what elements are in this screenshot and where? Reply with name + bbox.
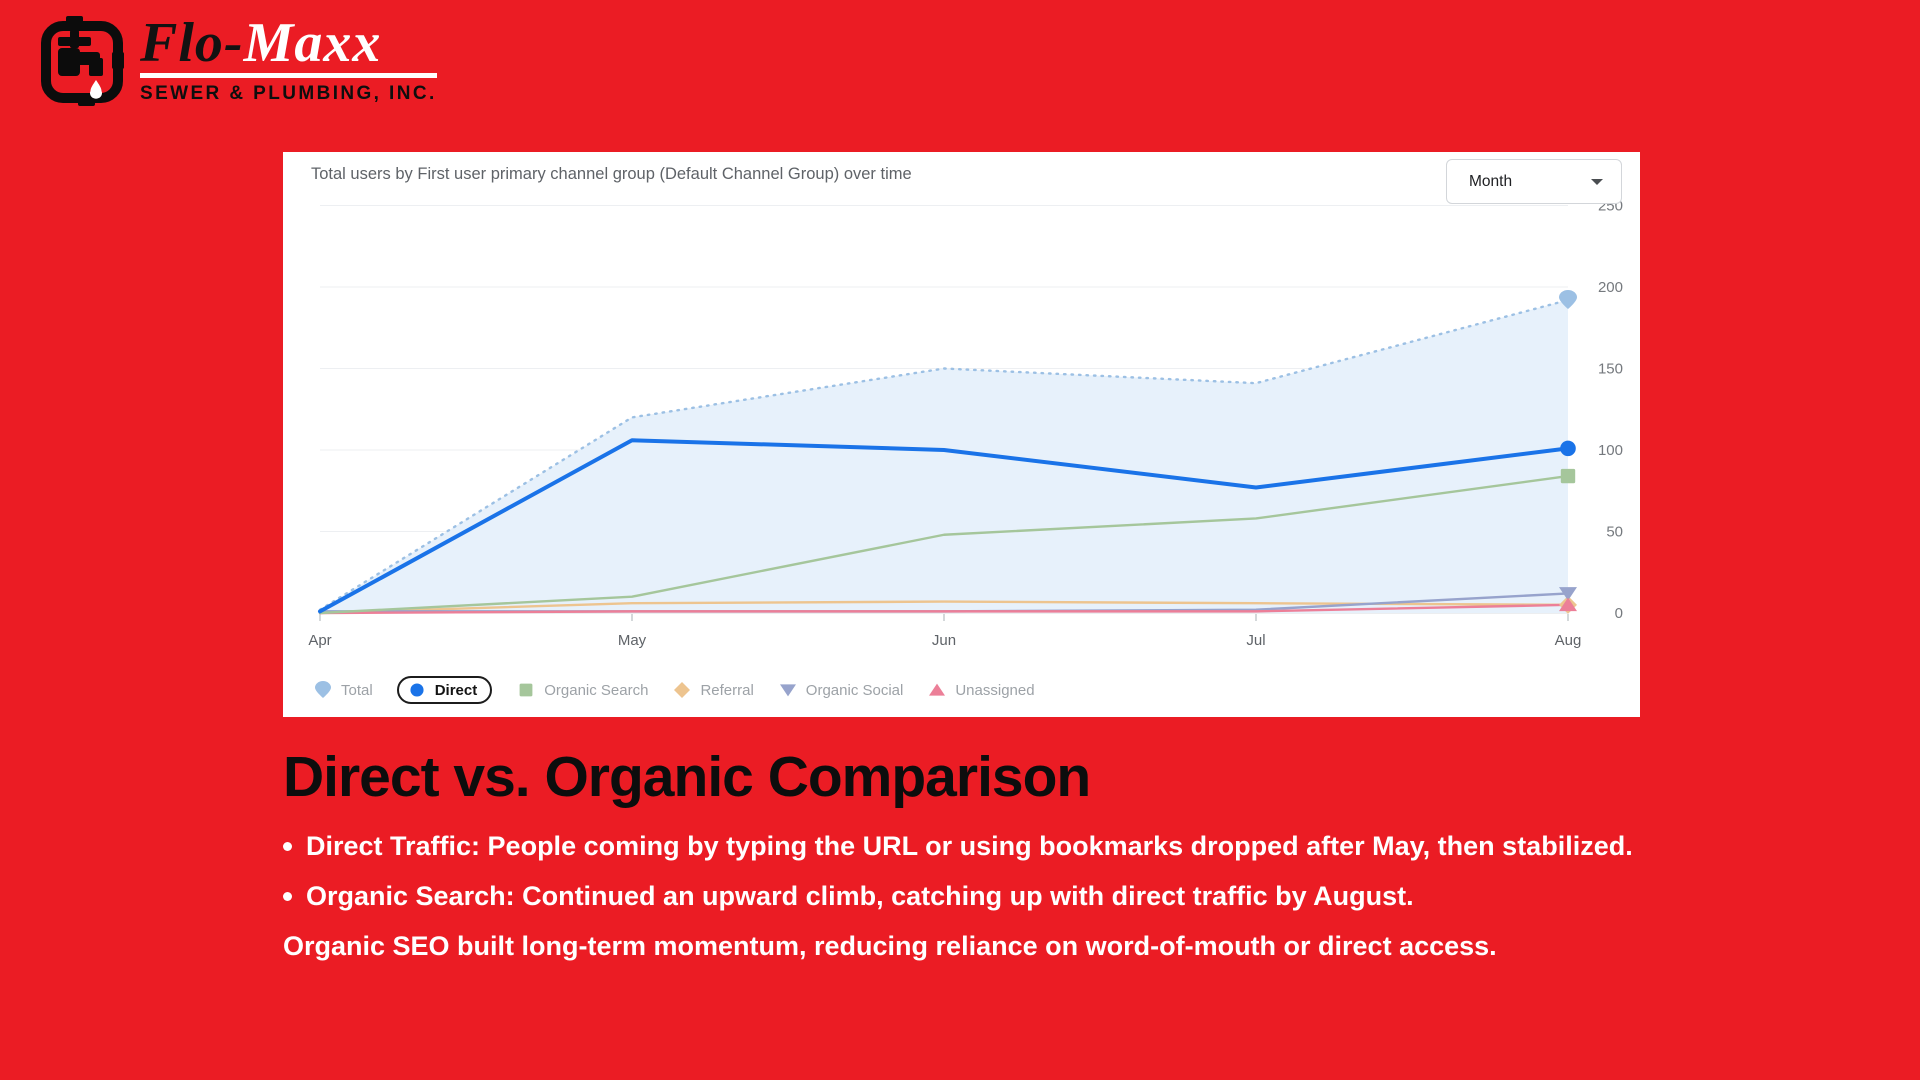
chart-legend: Total Direct Organic Search Referral Organic…: [313, 676, 1035, 704]
svg-text:200: 200: [1598, 279, 1623, 296]
bullet-icon: [283, 892, 292, 901]
summary-text: Organic SEO built long-term momentum, re…: [283, 931, 1497, 961]
legend-label: Organic Social: [805, 681, 904, 699]
page-title: Direct vs. Organic Comparison: [283, 745, 1091, 809]
chevron-down-icon: [1591, 178, 1603, 185]
svg-text:Jul: Jul: [1246, 632, 1265, 649]
analysis-notes: Direct Traffic: People coming by typing …: [283, 830, 1763, 963]
circle-marker-icon: [410, 683, 424, 697]
legend-label: Total: [341, 681, 373, 699]
legend-item-referral[interactable]: Referral: [672, 680, 754, 700]
legend-item-organic-social[interactable]: Organic Social: [778, 680, 904, 700]
faucet-logo-icon: [41, 16, 124, 106]
legend-item-direct[interactable]: Direct: [396, 676, 493, 704]
list-item: Direct Traffic: People coming by typing …: [283, 830, 1763, 863]
brand-underline: [140, 73, 437, 78]
brand-subtitle: SEWER & PLUMBING, INC.: [140, 83, 437, 104]
svg-text:50: 50: [1606, 524, 1623, 541]
chart-title: Total users by First user primary channe…: [311, 165, 912, 183]
legend-label: Direct: [434, 681, 478, 699]
square-marker-icon: [519, 683, 533, 697]
flo-maxx-logo: Flo-Maxx SEWER & PLUMBING, INC.: [36, 14, 437, 110]
list-item: Organic Search: Continued an upward clim…: [283, 880, 1763, 913]
legend-item-unassigned[interactable]: Unassigned: [927, 680, 1035, 700]
legend-item-total[interactable]: Total: [313, 680, 373, 700]
granularity-dropdown-value: Month: [1469, 172, 1513, 190]
svg-text:150: 150: [1598, 361, 1623, 378]
bullet-text: Organic Search: Continued an upward clim…: [306, 881, 1414, 911]
triangle-down-marker-icon: [779, 684, 796, 697]
svg-text:Jun: Jun: [932, 632, 956, 649]
bullet-text: Direct Traffic: People coming by typing …: [306, 831, 1633, 861]
svg-text:Aug: Aug: [1555, 632, 1582, 649]
legend-label: Referral: [700, 681, 754, 699]
diamond-marker-icon: [674, 682, 691, 698]
drop-marker-icon: [315, 681, 331, 698]
analytics-chart-panel: 0 50 100 150 200 250 Apr May Jun Jul Aug Total use…: [283, 152, 1640, 717]
svg-text:May: May: [618, 632, 647, 649]
triangle-up-marker-icon: [929, 683, 946, 696]
svg-text:100: 100: [1598, 442, 1623, 459]
bullet-icon: [283, 842, 292, 851]
legend-label: Organic Search: [544, 681, 649, 699]
svg-text:0: 0: [1615, 605, 1623, 622]
brand-name: Flo-Maxx: [140, 12, 382, 74]
legend-label: Unassigned: [955, 681, 1035, 699]
svg-text:Apr: Apr: [308, 632, 331, 649]
granularity-dropdown[interactable]: Month: [1446, 159, 1622, 204]
legend-item-organic-search[interactable]: Organic Search: [516, 680, 648, 700]
